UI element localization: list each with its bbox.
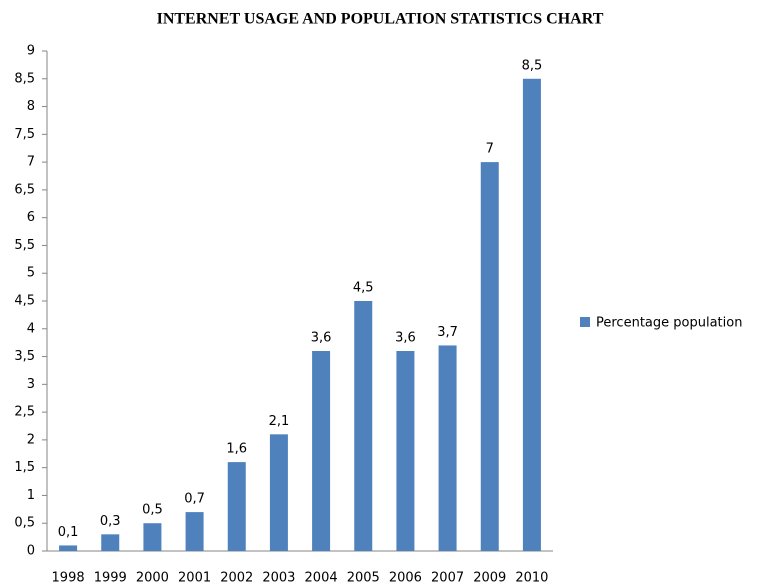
x-tick-label: 2000 <box>136 571 169 586</box>
bar <box>59 545 78 551</box>
y-tick-label: 3,5 <box>14 349 35 364</box>
y-tick-label: 7 <box>27 155 35 170</box>
bar <box>185 512 204 551</box>
y-tick-label: 0,5 <box>14 516 35 531</box>
x-tick-label: 2005 <box>347 571 380 586</box>
y-tick-label: 9 <box>27 44 35 59</box>
bar <box>438 345 457 551</box>
legend-label: Percentage population <box>596 316 742 331</box>
data-label: 3,7 <box>437 325 458 340</box>
data-label: 1,6 <box>226 442 247 457</box>
bar <box>396 351 415 551</box>
y-tick-label: 2,5 <box>14 405 35 420</box>
data-label: 8,5 <box>522 58 543 73</box>
x-tick-label: 1999 <box>94 571 127 586</box>
y-tick-label: 7,5 <box>14 127 35 142</box>
x-tick-label: 2009 <box>473 571 506 586</box>
data-label: 2,1 <box>269 414 290 429</box>
y-tick-label: 5 <box>27 266 35 281</box>
y-tick-label: 1,5 <box>14 460 35 475</box>
y-tick-label: 6,5 <box>14 182 35 197</box>
x-tick-label: 2003 <box>262 571 295 586</box>
y-tick-label: 2 <box>27 432 35 447</box>
y-tick-label: 6 <box>27 210 35 225</box>
bar <box>269 434 288 551</box>
y-tick-label: 0 <box>27 544 35 559</box>
data-label: 0,1 <box>58 525 79 540</box>
bar <box>480 162 499 551</box>
bar <box>227 462 246 551</box>
data-label: 0,7 <box>184 492 205 507</box>
x-tick-label: 2004 <box>305 571 338 586</box>
data-label: 4,5 <box>353 281 374 296</box>
y-tick-label: 8 <box>27 99 35 114</box>
chart-title: INTERNET USAGE AND POPULATION STATISTICS… <box>157 11 604 28</box>
y-tick-label: 4 <box>27 321 35 336</box>
x-tick-label: 2010 <box>515 571 548 586</box>
bar <box>143 523 162 551</box>
data-label: 0,5 <box>142 503 163 518</box>
y-tick-label: 8,5 <box>14 71 35 86</box>
x-tick-label: 2006 <box>389 571 422 586</box>
x-tick-label: 2001 <box>178 571 211 586</box>
x-tick-label: 2007 <box>431 571 464 586</box>
bar <box>101 534 120 551</box>
data-label: 7 <box>486 142 494 157</box>
data-label: 3,6 <box>395 331 416 346</box>
bar <box>522 78 541 552</box>
y-tick-label: 3 <box>27 377 35 392</box>
y-tick-label: 5,5 <box>14 238 35 253</box>
bar <box>354 301 373 551</box>
data-label: 3,6 <box>311 331 332 346</box>
x-tick-label: 2002 <box>220 571 253 586</box>
x-tick-label: 1998 <box>52 571 85 586</box>
legend-swatch <box>580 317 590 327</box>
y-tick-label: 1 <box>27 488 35 503</box>
y-tick-label: 4,5 <box>14 294 35 309</box>
bar <box>312 351 331 551</box>
data-label: 0,3 <box>100 514 121 529</box>
